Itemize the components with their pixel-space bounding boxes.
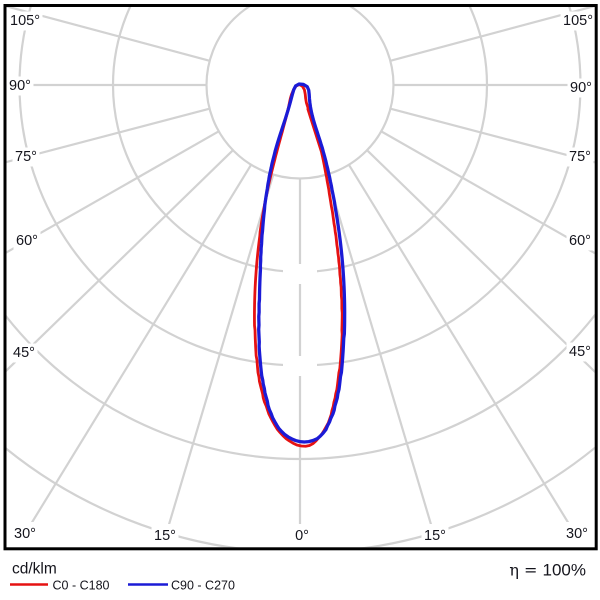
- angle-label: 105°: [10, 13, 40, 29]
- angle-label: 45°: [13, 345, 35, 361]
- angle-label: 75°: [15, 149, 37, 165]
- efficiency-value: 100%: [543, 561, 586, 580]
- curve-c90-c270: [257, 82, 347, 444]
- units-label: cd/klm: [12, 561, 57, 578]
- grid-radial-line: [15, 164, 253, 548]
- angle-label: 30°: [14, 526, 36, 542]
- angle-label: 60°: [16, 233, 38, 249]
- label-halo: [10, 343, 38, 363]
- label-halo: [292, 524, 312, 554]
- angle-label: 90°: [9, 78, 31, 94]
- label-halo: [566, 231, 594, 251]
- angle-labels: 105° 90° 75° 60° 45° 30° 15° 0° 15° 30° 45° 60° 75° 9…: [9, 13, 593, 544]
- angle-label: 60°: [569, 233, 591, 249]
- intensity-curves: [253, 82, 347, 448]
- label-halo: [566, 147, 594, 167]
- angle-label: 30°: [566, 526, 588, 542]
- label-halo: [11, 522, 39, 552]
- grid-radial-line: [347, 164, 585, 548]
- angle-label: 90°: [570, 80, 592, 96]
- legend-label: C0 - C180: [53, 579, 110, 593]
- label-halo: [13, 231, 41, 251]
- angle-label: 45°: [569, 344, 591, 360]
- grid-radial-line: [161, 174, 275, 548]
- efficiency-label: η = 100%: [509, 561, 586, 580]
- grid-radial-line: [6, 130, 220, 254]
- label-halo: [12, 147, 40, 167]
- legend-label: C90 - C270: [171, 579, 235, 593]
- label-halos: [6, 11, 596, 554]
- efficiency-symbol: η =: [509, 561, 542, 580]
- grid-radial-line: [380, 130, 595, 255]
- plot-frame: [3, 4, 598, 551]
- angle-label: 15°: [154, 528, 176, 544]
- label-halo: [566, 342, 594, 362]
- grid-radial-line: [390, 7, 595, 62]
- label-halo: [7, 11, 43, 31]
- grid-radial-line: [6, 107, 210, 164]
- grid-radial-line: [6, 7, 210, 62]
- label-halo: [567, 78, 595, 98]
- axis-value-gap: [283, 264, 317, 284]
- grid-radial-line: [6, 149, 234, 372]
- angle-label: 105°: [563, 13, 593, 29]
- axis-value-gap: [283, 356, 317, 376]
- label-halo: [6, 76, 34, 96]
- angle-label: 75°: [569, 149, 591, 165]
- angle-label: 0°: [295, 528, 309, 544]
- label-halo: [563, 522, 591, 552]
- grid-radial-line: [390, 107, 595, 164]
- grid-radial-line: [325, 174, 439, 548]
- grid-radial-line: [366, 149, 595, 374]
- angle-label: 15°: [424, 528, 446, 544]
- label-halo: [560, 11, 596, 31]
